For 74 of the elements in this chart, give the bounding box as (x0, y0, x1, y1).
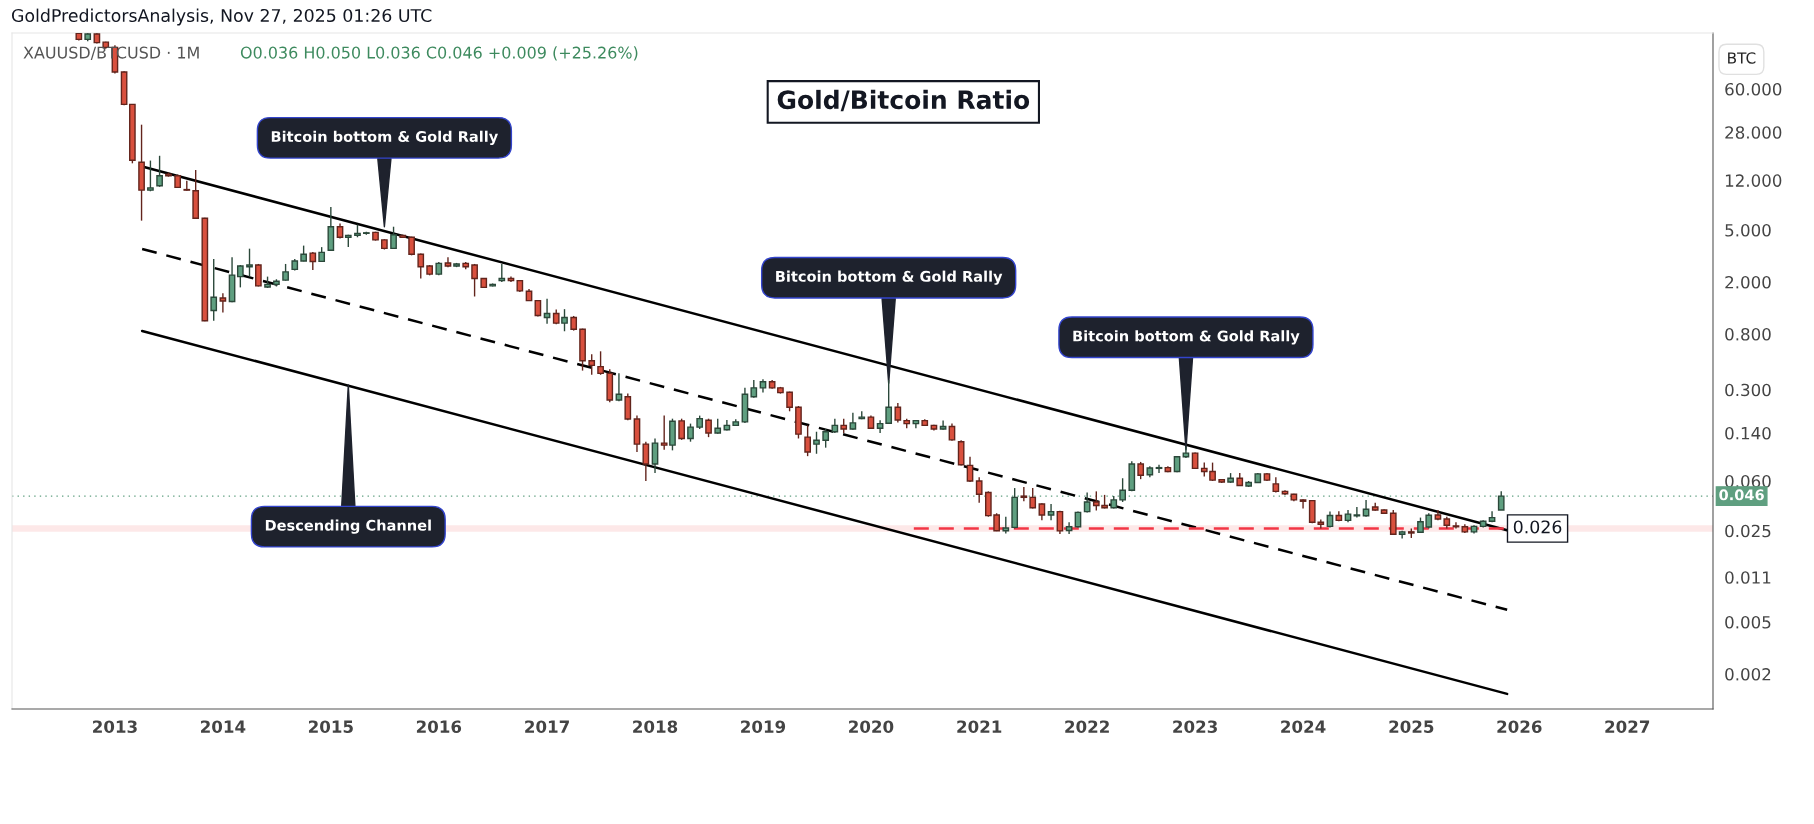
candlestick (660, 414, 668, 451)
candlestick (624, 392, 632, 421)
y-tick-label: 0.025 (1725, 524, 1771, 538)
y-tick-label: 2.000 (1725, 275, 1771, 289)
candlestick (471, 263, 478, 298)
y-tick-label: 0.140 (1725, 426, 1771, 440)
candlestick (588, 353, 596, 376)
candlestick (804, 424, 811, 457)
candlestick (669, 417, 676, 452)
annotation: O0.036 H0.050 L0.036 C0.046 +0.009 (+25.26%) (240, 46, 638, 61)
y-axis-title: BTC (1728, 52, 1756, 64)
candlestick (156, 155, 163, 188)
candlestick (210, 258, 218, 322)
y-tick-label: 0.300 (1725, 383, 1771, 397)
candlestick (687, 422, 694, 443)
y-tick-label: 12.000 (1725, 174, 1782, 187)
candlestick (417, 252, 425, 280)
x-tick-label: 2017 (525, 720, 569, 734)
candlestick (885, 379, 893, 425)
x-tick-label: 2021 (957, 720, 1002, 734)
y-tick-label: 0.800 (1725, 327, 1771, 341)
candlestick (1155, 463, 1163, 474)
annotation: Bitcoin bottom & Gold Rally (776, 270, 1003, 285)
candlestick (651, 437, 659, 474)
candlestick (1389, 509, 1397, 536)
candlestick (894, 402, 902, 424)
x-tick-label: 2015 (308, 720, 353, 734)
x-tick-label: 2025 (1389, 720, 1434, 734)
x-tick-label: 2016 (416, 720, 462, 734)
x-tick-label: 2018 (633, 720, 678, 734)
candlestick (390, 226, 397, 250)
x-tick-label: 2024 (1281, 720, 1326, 734)
y-tick-label: 0.011 (1725, 571, 1771, 584)
candlestick (966, 456, 974, 483)
candlestick (327, 206, 335, 252)
text: Gold/Bitcoin Ratio (777, 89, 1030, 112)
x-tick-label: 2026 (1497, 720, 1542, 734)
y-tick-label: 0.005 (1725, 616, 1771, 629)
candlestick (642, 440, 650, 482)
x-tick-label: 2019 (741, 720, 786, 734)
candlestick (1299, 498, 1307, 510)
y-tick-label: 60.000 (1725, 82, 1782, 96)
candlestick (615, 372, 623, 402)
x-tick-label: 2014 (201, 720, 246, 734)
y-tick-label: 28.000 (1725, 126, 1782, 139)
y-tick-label: 5.000 (1725, 223, 1771, 237)
x-tick-label: 2022 (1065, 720, 1109, 734)
annotation: Descending Channel (265, 519, 431, 534)
x-tick-label: 2027 (1605, 720, 1650, 734)
text: GoldPredictorsAnalysis, Nov 27, 2025 01:26 UTC (11, 8, 432, 26)
candlestick (498, 263, 506, 283)
candlestick (597, 350, 604, 376)
candlestick (1020, 486, 1028, 502)
x-tick-label: 2023 (1173, 720, 1217, 734)
annotation: Bitcoin bottom & Gold Rally (1073, 330, 1300, 345)
candlestick (822, 428, 830, 449)
x-tick-label: 2013 (93, 720, 137, 734)
candlestick (1353, 506, 1361, 519)
candlestick (975, 476, 983, 504)
ref-line-label: 0.046 (1719, 489, 1764, 501)
annotation: Bitcoin bottom & Gold Rally (271, 130, 498, 145)
x-tick-label: 2020 (849, 720, 894, 734)
annotation: 0.026 (1513, 520, 1562, 534)
candlestick (1047, 503, 1055, 522)
candlestick (236, 264, 244, 289)
candlestick (219, 292, 227, 314)
y-tick-label: 0.060 (1725, 474, 1771, 488)
candlestick (561, 308, 568, 332)
candlestick (678, 417, 685, 441)
candlestick (813, 431, 820, 455)
candlestick (705, 417, 712, 438)
y-tick-label: 0.002 (1725, 667, 1771, 681)
candlestick (147, 159, 154, 192)
candlestick (246, 247, 253, 278)
